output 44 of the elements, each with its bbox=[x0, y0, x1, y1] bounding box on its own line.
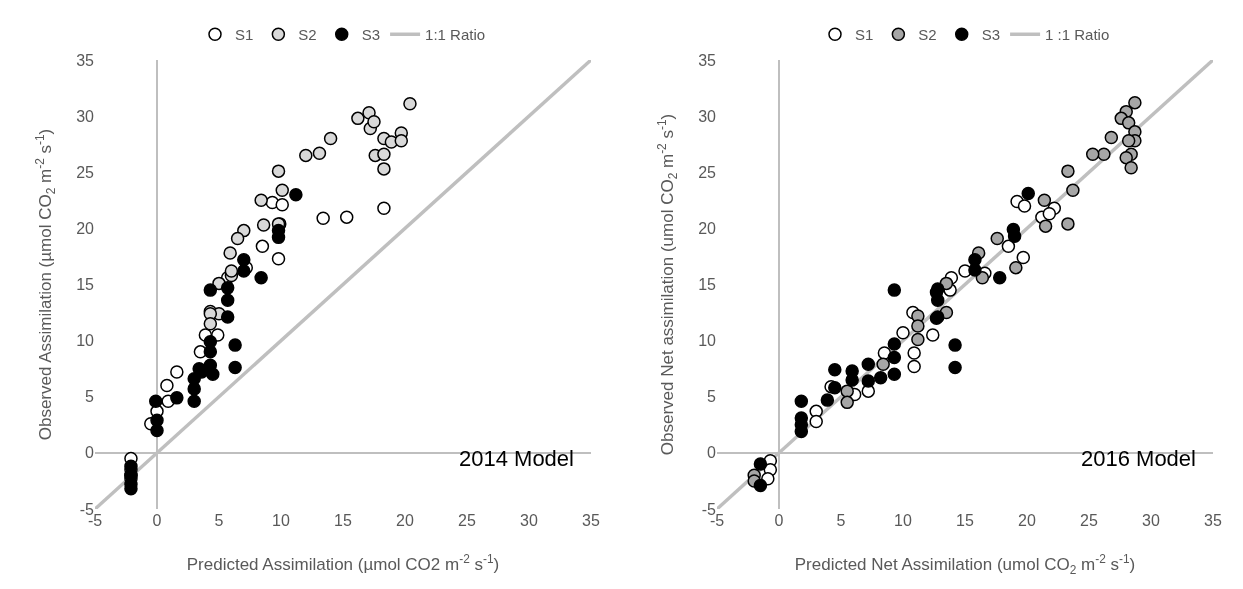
y-tick-label: 35 bbox=[76, 51, 95, 69]
x-axis-title: Predicted Net Assimilation (umol CO$_{2}$ m$^{-2}$ s$^{-1}$) bbox=[794, 551, 1136, 577]
x-tick-label: 5 bbox=[214, 512, 224, 529]
x-tick-label: 35 bbox=[582, 512, 600, 529]
x-axis-title: Predicted Assimilation (µmol CO2 m$^{-2}$ s$^{-1}$) bbox=[186, 551, 500, 574]
y-tick-label: 20 bbox=[76, 219, 95, 237]
x-tick-label: 25 bbox=[1080, 512, 1098, 529]
y-tick-label: 10 bbox=[698, 332, 717, 350]
y-tick-label: 25 bbox=[698, 163, 717, 181]
x-tick-label: 5 bbox=[836, 512, 846, 529]
legend-label: 1:1 Ratio bbox=[425, 26, 486, 44]
x-tick-label: 10 bbox=[272, 512, 290, 529]
x-tick-label: 15 bbox=[334, 512, 352, 529]
x-tick-label: 10 bbox=[894, 512, 912, 529]
annotation: 2014 Model bbox=[459, 446, 574, 471]
x-tick-label: 20 bbox=[396, 512, 414, 529]
x-tick-label: 20 bbox=[1018, 512, 1036, 529]
legend-label: S2 bbox=[918, 26, 937, 44]
annotation: 2016 Model bbox=[1081, 446, 1196, 471]
x-tick-label: 30 bbox=[520, 512, 538, 529]
y-tick-label: 20 bbox=[698, 219, 717, 237]
legend-label: S3 bbox=[361, 26, 381, 44]
x-tick-label: 0 bbox=[152, 512, 162, 529]
y-tick-label: 30 bbox=[698, 107, 717, 125]
y-tick-label: 25 bbox=[76, 163, 95, 181]
legend-label: S2 bbox=[298, 26, 317, 44]
y-tick-label: 0 bbox=[85, 444, 95, 462]
y-tick-label: 5 bbox=[707, 388, 717, 406]
x-tick-label: 30 bbox=[1142, 512, 1160, 529]
y-tick-label: 10 bbox=[76, 332, 95, 350]
y-tick-label: 0 bbox=[707, 444, 717, 462]
legend-label: S1 bbox=[855, 26, 874, 44]
x-tick-label: 35 bbox=[1204, 512, 1222, 529]
legend-label: S1 bbox=[235, 26, 254, 44]
legend-label: 1 :1 Ratio bbox=[1045, 26, 1110, 44]
x-tick-label: 15 bbox=[956, 512, 974, 529]
x-tick-label: 25 bbox=[458, 512, 476, 529]
y-tick-label: 15 bbox=[698, 276, 717, 294]
y-tick-label: 30 bbox=[76, 107, 95, 125]
y-tick-label: 35 bbox=[698, 51, 717, 69]
legend-label: S3 bbox=[981, 26, 1001, 44]
y-tick-label: 15 bbox=[76, 276, 95, 294]
y-tick-label: 5 bbox=[85, 388, 95, 406]
x-tick-label: 0 bbox=[774, 512, 784, 529]
